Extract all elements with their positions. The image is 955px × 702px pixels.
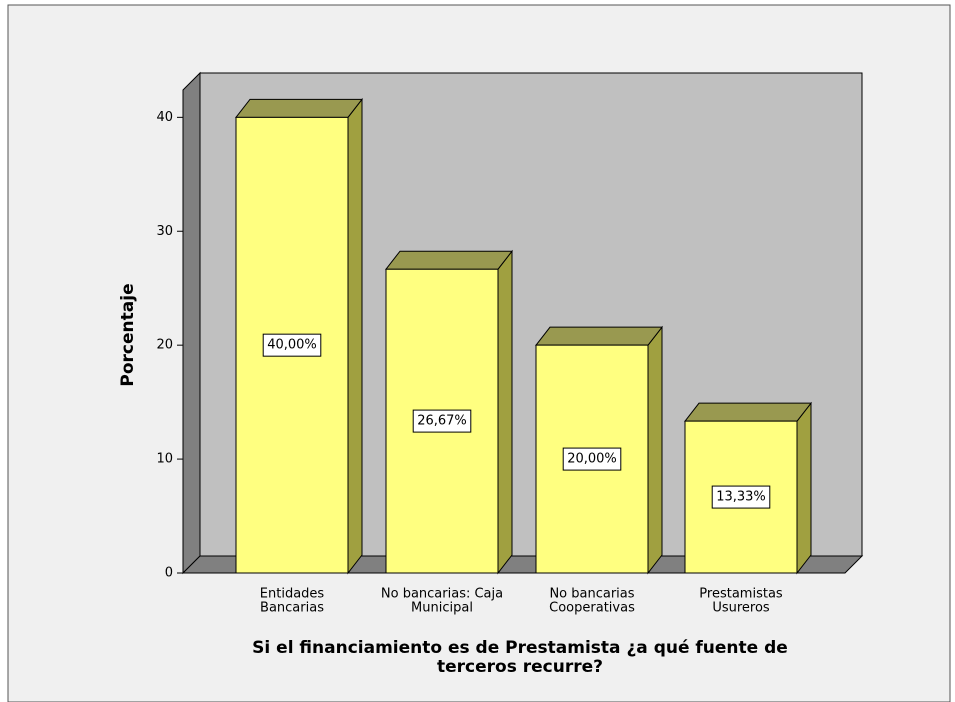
bar-side [796, 401, 812, 575]
side-wall [182, 71, 201, 575]
x-tick-label: Municipal [411, 601, 473, 616]
x-axis-title: Si el financiamiento es de Prestamista ¿… [252, 638, 788, 658]
value-label: 13,33% [716, 490, 766, 505]
value-label: 20,00% [567, 452, 617, 467]
bar-side [647, 325, 663, 575]
value-label-box [262, 333, 322, 357]
y-tick-label: 10 [156, 452, 173, 467]
y-tick-label: 20 [156, 338, 173, 353]
bar-side [497, 249, 513, 575]
value-label: 26,67% [417, 414, 467, 429]
value-label-box [562, 447, 622, 471]
y-tick-label: 30 [156, 224, 173, 239]
x-tick-label: No bancarias [549, 587, 634, 602]
bar-top [384, 250, 514, 270]
value-label-box [412, 409, 472, 433]
value-label: 40,00% [267, 338, 317, 353]
y-tick-label: 40 [156, 110, 173, 125]
x-tick-label: No bancarias: Caja [381, 587, 503, 602]
bar-top [234, 98, 364, 118]
y-axis-title: Porcentaje [118, 283, 138, 386]
value-label-box [711, 485, 771, 509]
bar [384, 249, 514, 575]
x-tick-label: Prestamistas [699, 587, 783, 602]
x-axis-title: terceros recurre? [437, 657, 603, 677]
x-tick-label: Usureros [712, 601, 770, 616]
bar-top [534, 326, 664, 346]
x-tick-label: Bancarias [260, 601, 324, 616]
bar-side [347, 97, 363, 575]
bar-top [683, 402, 813, 422]
x-tick-label: Entidades [260, 587, 325, 602]
y-tick-label: 0 [165, 566, 173, 581]
x-tick-label: Cooperativas [549, 601, 635, 616]
